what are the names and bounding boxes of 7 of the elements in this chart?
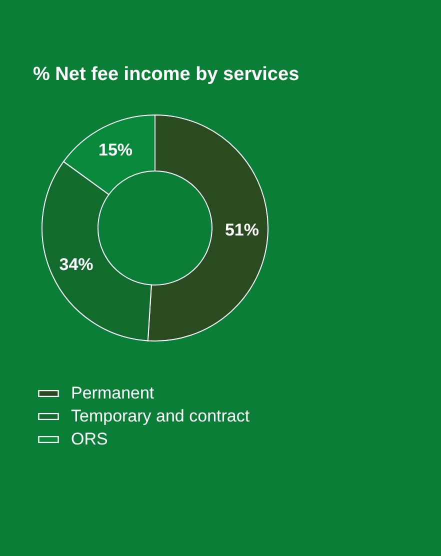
legend-label: ORS [71, 430, 108, 448]
data-label: 34% [59, 255, 94, 274]
data-label: 15% [98, 140, 133, 160]
chart-title: % Net fee income by services [33, 64, 300, 85]
data-label: 51% [224, 220, 259, 240]
legend-label: Temporary and contract [71, 406, 250, 426]
legend-label: Permanent [71, 384, 154, 402]
